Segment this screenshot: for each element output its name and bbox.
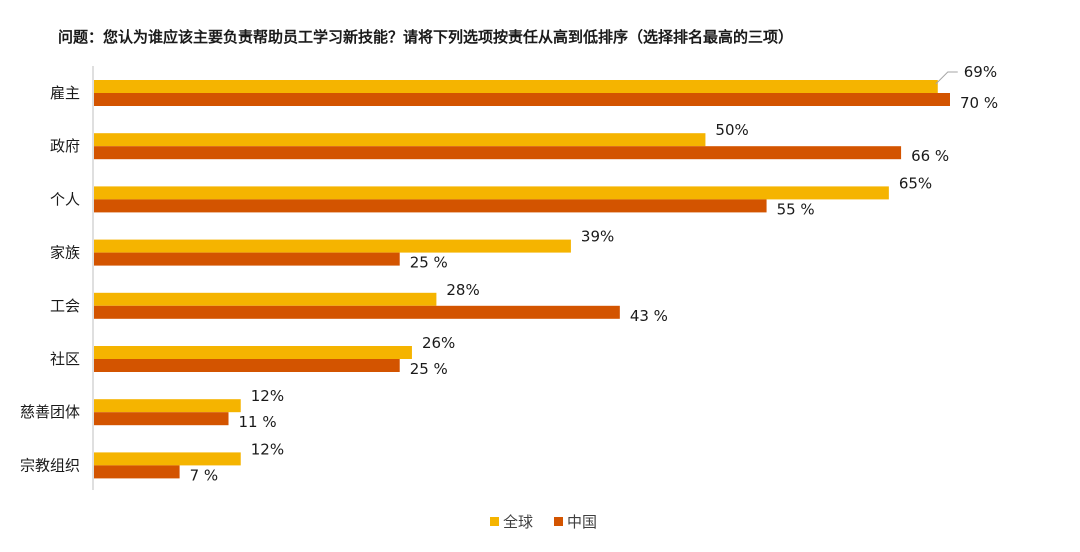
category-label: 工会 [50,297,80,315]
data-label: 66 % [911,147,949,165]
data-label: 25 % [410,360,448,378]
category-label: 家族 [50,244,80,262]
bar-china [94,199,767,213]
category-label: 个人 [50,190,80,208]
data-label: 43 % [630,307,668,325]
category-label: 政府 [50,137,80,155]
data-label: 25 % [410,254,448,272]
data-label: 12% [251,440,284,458]
data-label: 26% [422,334,455,352]
bar-china [94,146,902,160]
category-label: 雇主 [50,84,80,102]
bar-global [94,452,241,466]
legend-label: 全球 [503,513,533,531]
data-label: 65% [899,174,932,192]
bar-global [94,399,241,413]
legend-label: 中国 [567,513,597,531]
data-label: 28% [446,281,479,299]
bar-global [94,133,706,147]
bar-global [94,346,412,359]
legend-swatch-global [490,517,499,526]
bar-china [94,465,180,479]
bar-china [94,412,229,426]
category-label: 宗教组织 [20,456,80,474]
data-label: 7 % [190,466,219,484]
bar-china [94,252,400,266]
data-label: 70 % [960,94,998,112]
category-label: 社区 [50,350,80,368]
data-label: 11 % [239,413,277,431]
chart-title: 问题：您认为谁应该主要负责帮助员工学习新技能？请将下列选项按责任从高到低排序（选… [58,28,794,46]
category-label: 慈善团体 [20,403,80,421]
data-label: 69% [964,63,997,81]
bar-global [94,239,571,253]
legend-swatch-china [554,517,563,526]
bar-global [94,186,889,200]
bar-global [94,292,437,306]
bar-global [94,80,938,93]
data-label: 12% [251,387,284,405]
bar-china [94,359,400,372]
data-label: 55 % [777,200,815,218]
data-label: 50% [715,121,748,139]
leader-line [935,71,958,85]
bar-china [94,305,620,319]
bar-china [94,93,950,106]
data-label: 39% [581,228,614,246]
